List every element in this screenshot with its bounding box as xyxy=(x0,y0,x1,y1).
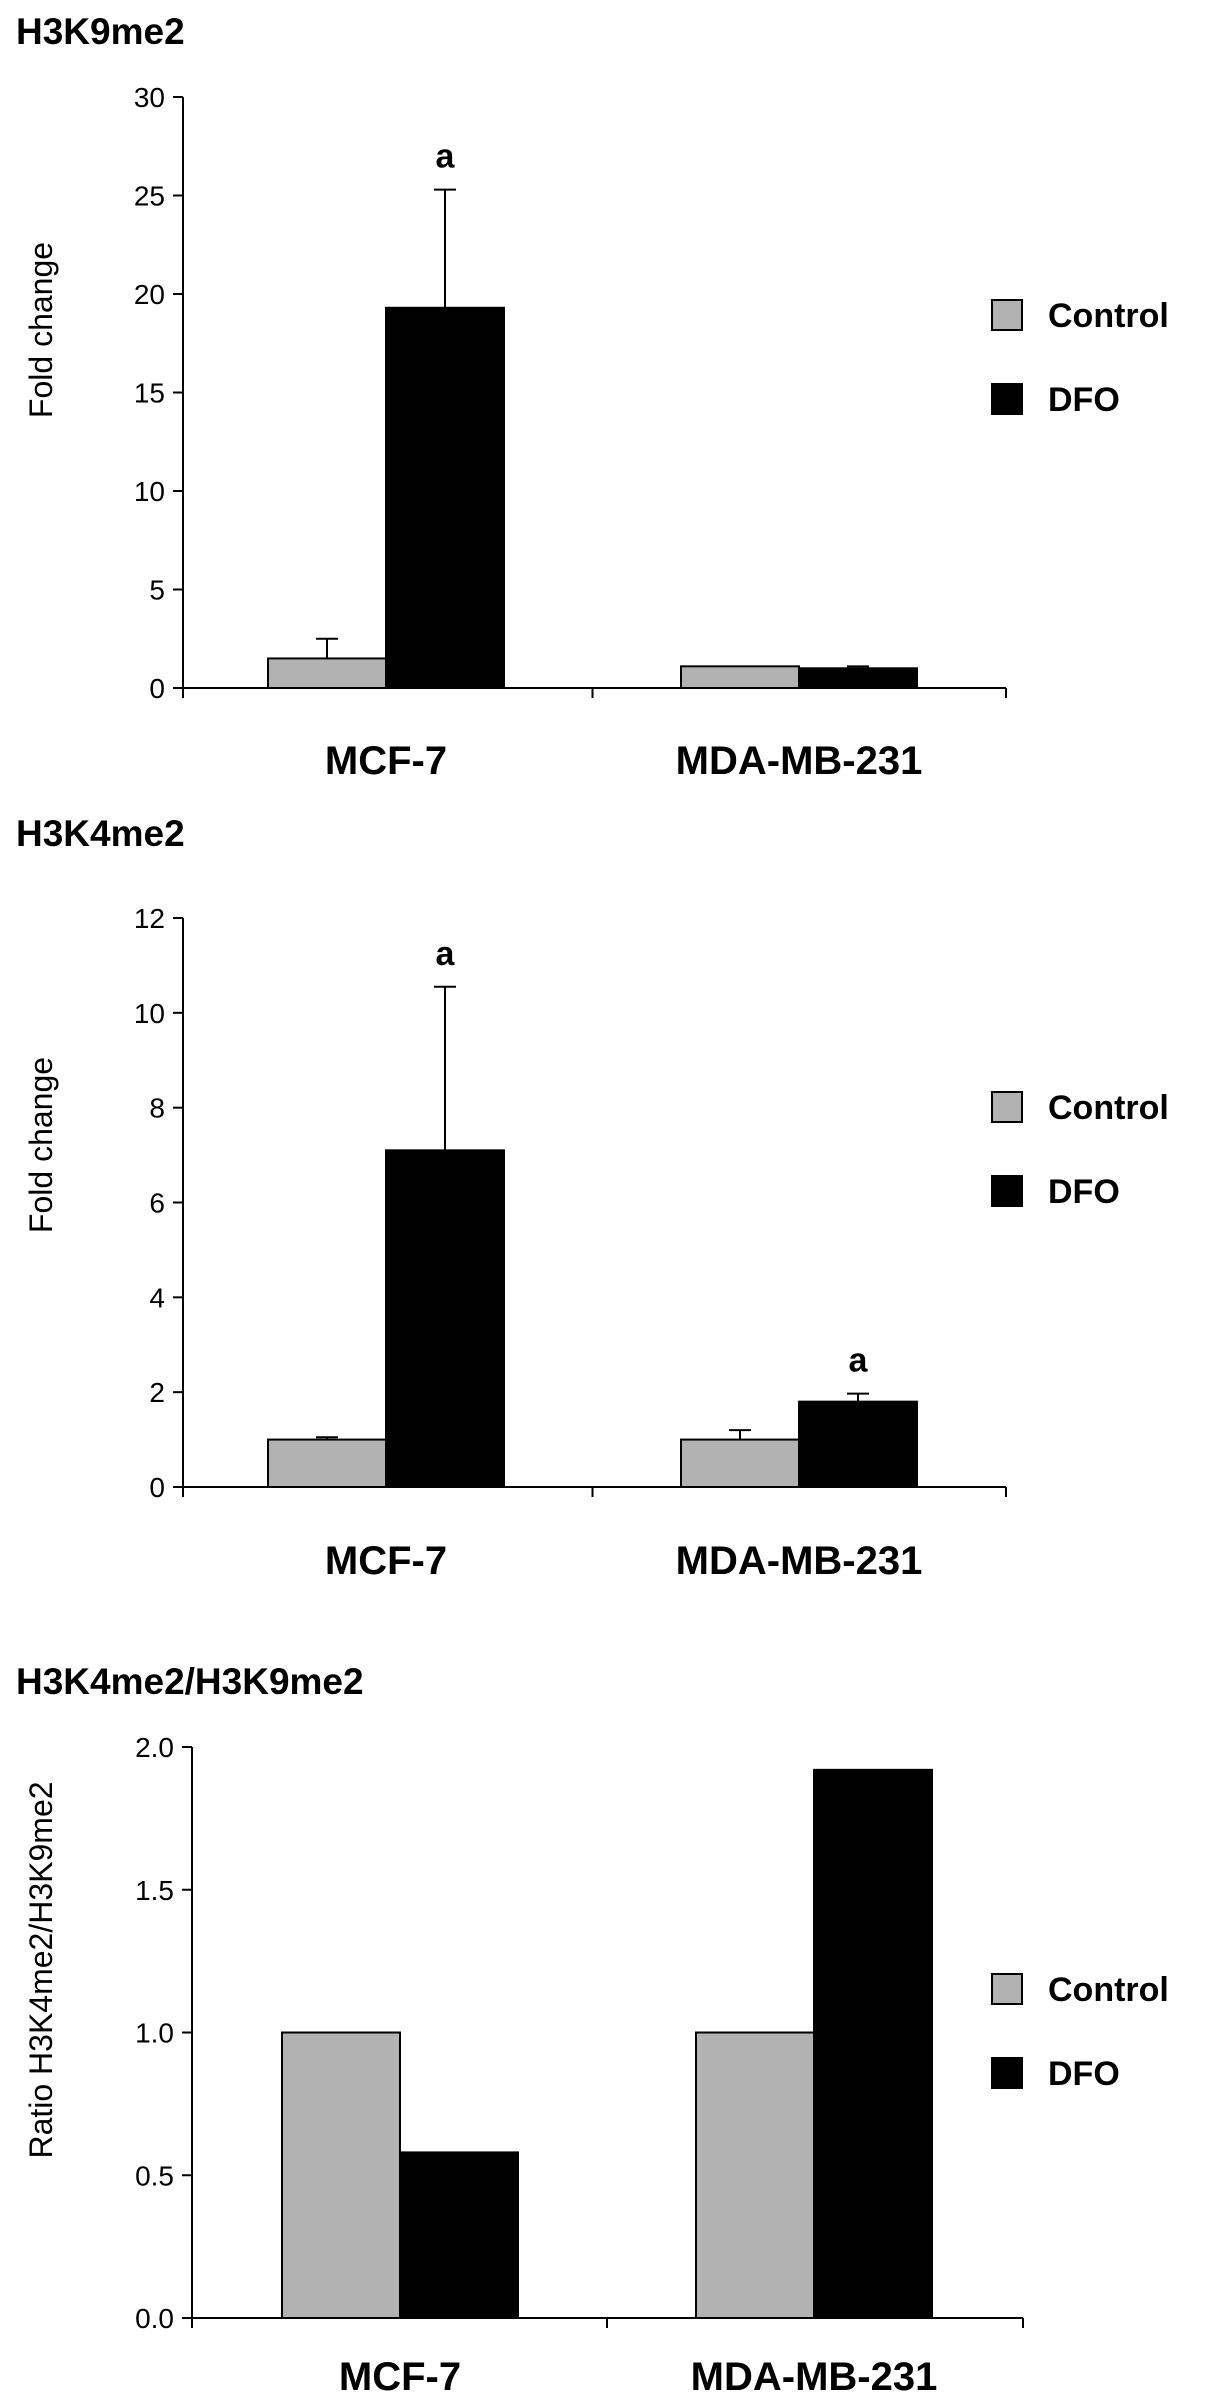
bar-dfo-mda-mb-231 xyxy=(813,1768,933,2319)
y-axis-label: Ratio H3K4me2/H3K9me2 xyxy=(23,1781,59,2158)
y-tick-label: 25 xyxy=(134,181,165,212)
bar-control-mda-mb-231 xyxy=(680,665,800,690)
y-tick-label: 1.0 xyxy=(135,2018,174,2049)
category-label: MDA-MB-231 xyxy=(691,2355,938,2399)
bar-control-mda-mb-231 xyxy=(680,1438,800,1489)
legend-label-dfo: DFO xyxy=(1048,2055,1120,2093)
bar-dfo-mcf-7 xyxy=(385,1149,505,1488)
legend-swatch-control xyxy=(991,1091,1023,1123)
bar-dfo-mcf-7 xyxy=(385,306,505,689)
chart-panel-ratio: H3K4me2/H3K9me2 Ratio H3K4me2/H3K9me2 0.… xyxy=(16,1661,1169,2399)
legend: Control DFO xyxy=(991,1089,1169,1211)
legend-swatch-control xyxy=(991,1973,1023,2005)
chart-title: H3K9me2 xyxy=(16,11,185,52)
bar-control-mcf-7 xyxy=(267,1438,387,1489)
legend: Control DFO xyxy=(991,1971,1169,2093)
y-tick-label: 2.0 xyxy=(135,1732,174,1763)
category-label: MDA-MB-231 xyxy=(676,1539,923,1583)
chart-title: H3K4me2 xyxy=(16,813,185,854)
y-tick-label: 6 xyxy=(149,1188,165,1219)
category-label: MDA-MB-231 xyxy=(676,739,923,783)
bar-control-mda-mb-231 xyxy=(695,2031,815,2319)
legend-label-dfo: DFO xyxy=(1048,1173,1120,1211)
plot-area: 0 5 10 15 20 25 30 MCF-7 MDA-MB-231 a xyxy=(134,82,1007,783)
bar-dfo-mda-mb-231 xyxy=(798,667,918,689)
plot-area: 0.0 0.5 1.0 1.5 2.0 MCF-7 MDA-MB-231 xyxy=(135,1732,1024,2399)
y-tick-label: 0 xyxy=(149,1472,165,1503)
y-tick-label: 4 xyxy=(149,1282,165,1313)
y-tick-label: 0.5 xyxy=(135,2160,174,2191)
bar-control-mcf-7 xyxy=(267,657,387,690)
y-tick-label: 30 xyxy=(134,82,165,113)
chart-title: H3K4me2/H3K9me2 xyxy=(16,1661,364,1702)
y-tick-label: 2 xyxy=(149,1377,165,1408)
legend-label-control: Control xyxy=(1048,297,1169,335)
y-tick-label: 8 xyxy=(149,1093,165,1124)
y-tick-label: 15 xyxy=(134,378,165,409)
category-label: MCF-7 xyxy=(325,1539,447,1583)
legend: Control DFO xyxy=(991,297,1169,419)
y-tick-label: 0 xyxy=(149,673,165,704)
legend-label-control: Control xyxy=(1048,1971,1169,2009)
legend-swatch-control xyxy=(991,299,1023,331)
y-tick-label: 0.0 xyxy=(135,2303,174,2334)
legend-label-dfo: DFO xyxy=(1048,381,1120,419)
y-tick-label: 12 xyxy=(134,903,165,934)
legend-swatch-dfo xyxy=(991,2057,1023,2089)
y-tick-label: 5 xyxy=(149,575,165,606)
legend-swatch-dfo xyxy=(991,1175,1023,1207)
plot-area: 0 2 4 6 8 10 12 MCF-7 MDA-MB-231 a a xyxy=(134,903,1007,1583)
category-label: MCF-7 xyxy=(325,739,447,783)
legend-label-control: Control xyxy=(1048,1089,1169,1127)
y-axis-label: Fold change xyxy=(23,242,59,418)
bar-control-mcf-7 xyxy=(281,2031,401,2319)
significance-annotation: a xyxy=(436,935,456,973)
y-axis-label: Fold change xyxy=(23,1057,59,1233)
chart-panel-h3k9me2: H3K9me2 Fold change 0 5 10 15 20 25 30 MCF-7 MDA… xyxy=(16,11,1169,783)
significance-annotation: a xyxy=(436,138,456,176)
y-tick-label: 1.5 xyxy=(135,1875,174,1906)
bar-dfo-mda-mb-231 xyxy=(798,1400,918,1489)
y-tick-label: 20 xyxy=(134,279,165,310)
legend-swatch-dfo xyxy=(991,383,1023,415)
significance-annotation: a xyxy=(849,1342,869,1380)
category-label: MCF-7 xyxy=(339,2355,461,2399)
y-tick-label: 10 xyxy=(134,476,165,507)
bar-dfo-mcf-7 xyxy=(399,2151,519,2319)
chart-panel-h3k4me2: H3K4me2 Fold change 0 2 4 6 8 10 12 MCF-7 MDA-MB… xyxy=(16,813,1169,1583)
y-tick-label: 10 xyxy=(134,998,165,1029)
